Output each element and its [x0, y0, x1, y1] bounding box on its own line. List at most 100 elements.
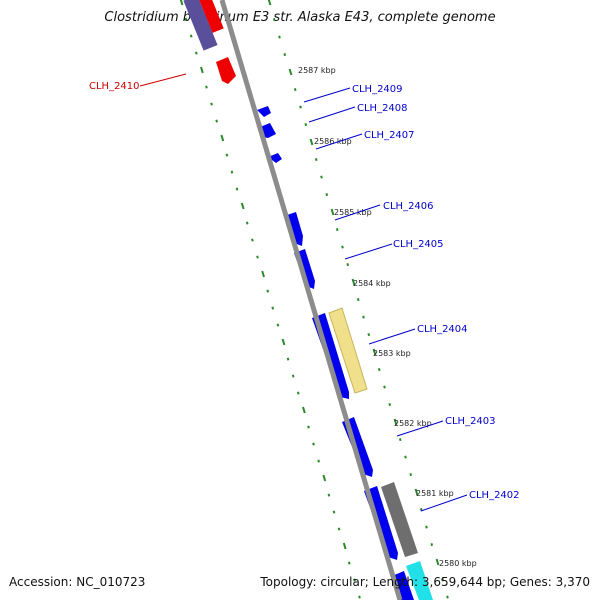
gene-label-clh-2402[interactable]: CLH_2402: [469, 490, 520, 501]
scale-label: 2580 kbp: [439, 559, 477, 568]
minor-tick: [346, 263, 350, 267]
minor-tick: [312, 442, 315, 446]
minor-tick: [332, 510, 336, 514]
leader-line-clh-2407: [315, 133, 363, 150]
feature-clh-2407[interactable]: [268, 153, 282, 163]
minor-tick: [210, 102, 213, 106]
tick-marks: [179, 0, 449, 599]
minor-tick: [337, 527, 341, 531]
label-layer: 2587 kbp 2586 kbp 2585 kbp 2584 kbp 2583…: [89, 66, 520, 568]
gene-label-clh-2404[interactable]: CLH_2404: [417, 324, 468, 335]
feature-track: [183, 0, 433, 600]
minor-tick: [353, 578, 356, 582]
feature-clh-2410[interactable]: [216, 57, 236, 84]
minor-tick: [286, 357, 290, 361]
minor-tick: [276, 323, 280, 327]
gene-label-clh-2405[interactable]: CLH_2405: [393, 239, 444, 250]
minor-tick: [215, 119, 219, 123]
minor-tick: [293, 88, 297, 92]
minor-tick: [278, 35, 281, 39]
minor-tick: [383, 385, 386, 389]
major-tick: [351, 278, 356, 286]
genome-backbone: [219, 0, 403, 600]
leader-line-clh-2408: [308, 106, 356, 123]
gene-label-clh-2409[interactable]: CLH_2409: [352, 84, 403, 95]
gene-label-clh-2403[interactable]: CLH_2403: [445, 416, 496, 427]
minor-tick: [347, 561, 351, 565]
leader-line-clh-2404: [368, 328, 416, 345]
feature-purple-top[interactable]: [183, 0, 218, 51]
major-tick: [372, 348, 377, 356]
major-tick: [288, 68, 293, 76]
minor-tick: [440, 578, 444, 582]
minor-tick: [272, 18, 276, 22]
major-tick: [200, 66, 204, 74]
feature-rna-yellow[interactable]: [328, 307, 368, 394]
scale-label: 2585 kbp: [334, 208, 372, 217]
scale-label: 2584 kbp: [353, 279, 391, 288]
scale-label: 2587 kbp: [298, 66, 336, 75]
feature-grey[interactable]: [381, 482, 418, 557]
minor-tick: [404, 455, 407, 459]
minor-tick: [205, 85, 208, 89]
major-tick: [179, 0, 184, 6]
minor-tick: [266, 289, 270, 293]
major-tick: [302, 406, 306, 414]
gene-label-clh-2406[interactable]: CLH_2406: [383, 201, 434, 212]
minor-tick: [430, 543, 434, 547]
minor-tick: [362, 315, 365, 319]
minor-tick: [235, 187, 239, 191]
topology-info-text: Topology: circular; Length: 3,659,644 bp…: [260, 575, 590, 589]
minor-tick: [388, 403, 392, 407]
minor-tick: [230, 170, 234, 174]
minor-tick: [409, 473, 413, 477]
minor-tick: [377, 368, 381, 372]
major-tick: [393, 418, 398, 426]
minor-tick: [335, 228, 339, 232]
minor-tick: [256, 255, 259, 259]
feature-clh-2409[interactable]: [257, 106, 271, 117]
minor-tick: [304, 123, 308, 127]
minor-tick: [245, 221, 249, 225]
major-tick: [267, 0, 272, 6]
scale-label: 2583 kbp: [373, 349, 411, 358]
feature-cyan-bottom[interactable]: [406, 561, 433, 600]
gene-label-clh-2408[interactable]: CLH_2408: [357, 103, 408, 114]
minor-tick: [320, 175, 323, 179]
gene-label-clh-2410[interactable]: CLH_2410: [89, 81, 140, 92]
minor-tick: [283, 53, 287, 57]
accession-text: Accession: NC_010723: [9, 575, 146, 589]
leader-line-clh-2402: [420, 494, 468, 512]
minor-tick: [291, 374, 295, 378]
minor-tick: [184, 17, 188, 21]
minor-tick: [317, 459, 320, 463]
major-tick: [261, 270, 265, 278]
minor-tick: [271, 306, 275, 310]
minor-tick: [299, 105, 302, 109]
scale-label: 2582 kbp: [394, 419, 432, 428]
major-tick: [281, 338, 286, 346]
minor-tick: [398, 438, 402, 442]
major-tick: [342, 542, 347, 550]
leader-line-clh-2405: [344, 243, 393, 260]
leader-line-clh-2403: [396, 420, 444, 437]
major-tick: [435, 558, 440, 566]
minor-tick: [251, 238, 254, 242]
minor-tick: [296, 391, 300, 395]
scale-label: 2581 kbp: [416, 489, 454, 498]
minor-tick: [367, 333, 371, 337]
major-tick: [414, 488, 419, 496]
minor-tick: [307, 425, 310, 429]
scale-label: 2586 kbp: [314, 137, 352, 146]
gene-label-clh-2407[interactable]: CLH_2407: [364, 130, 415, 141]
minor-tick: [327, 493, 331, 497]
minor-tick: [325, 193, 329, 197]
minor-tick: [341, 245, 344, 249]
feature-red-top[interactable]: [198, 0, 224, 33]
feature-blue-bottom[interactable]: [392, 571, 414, 600]
leader-line-clh-2409: [303, 87, 351, 103]
minor-tick: [314, 158, 318, 162]
minor-tick: [425, 525, 428, 529]
